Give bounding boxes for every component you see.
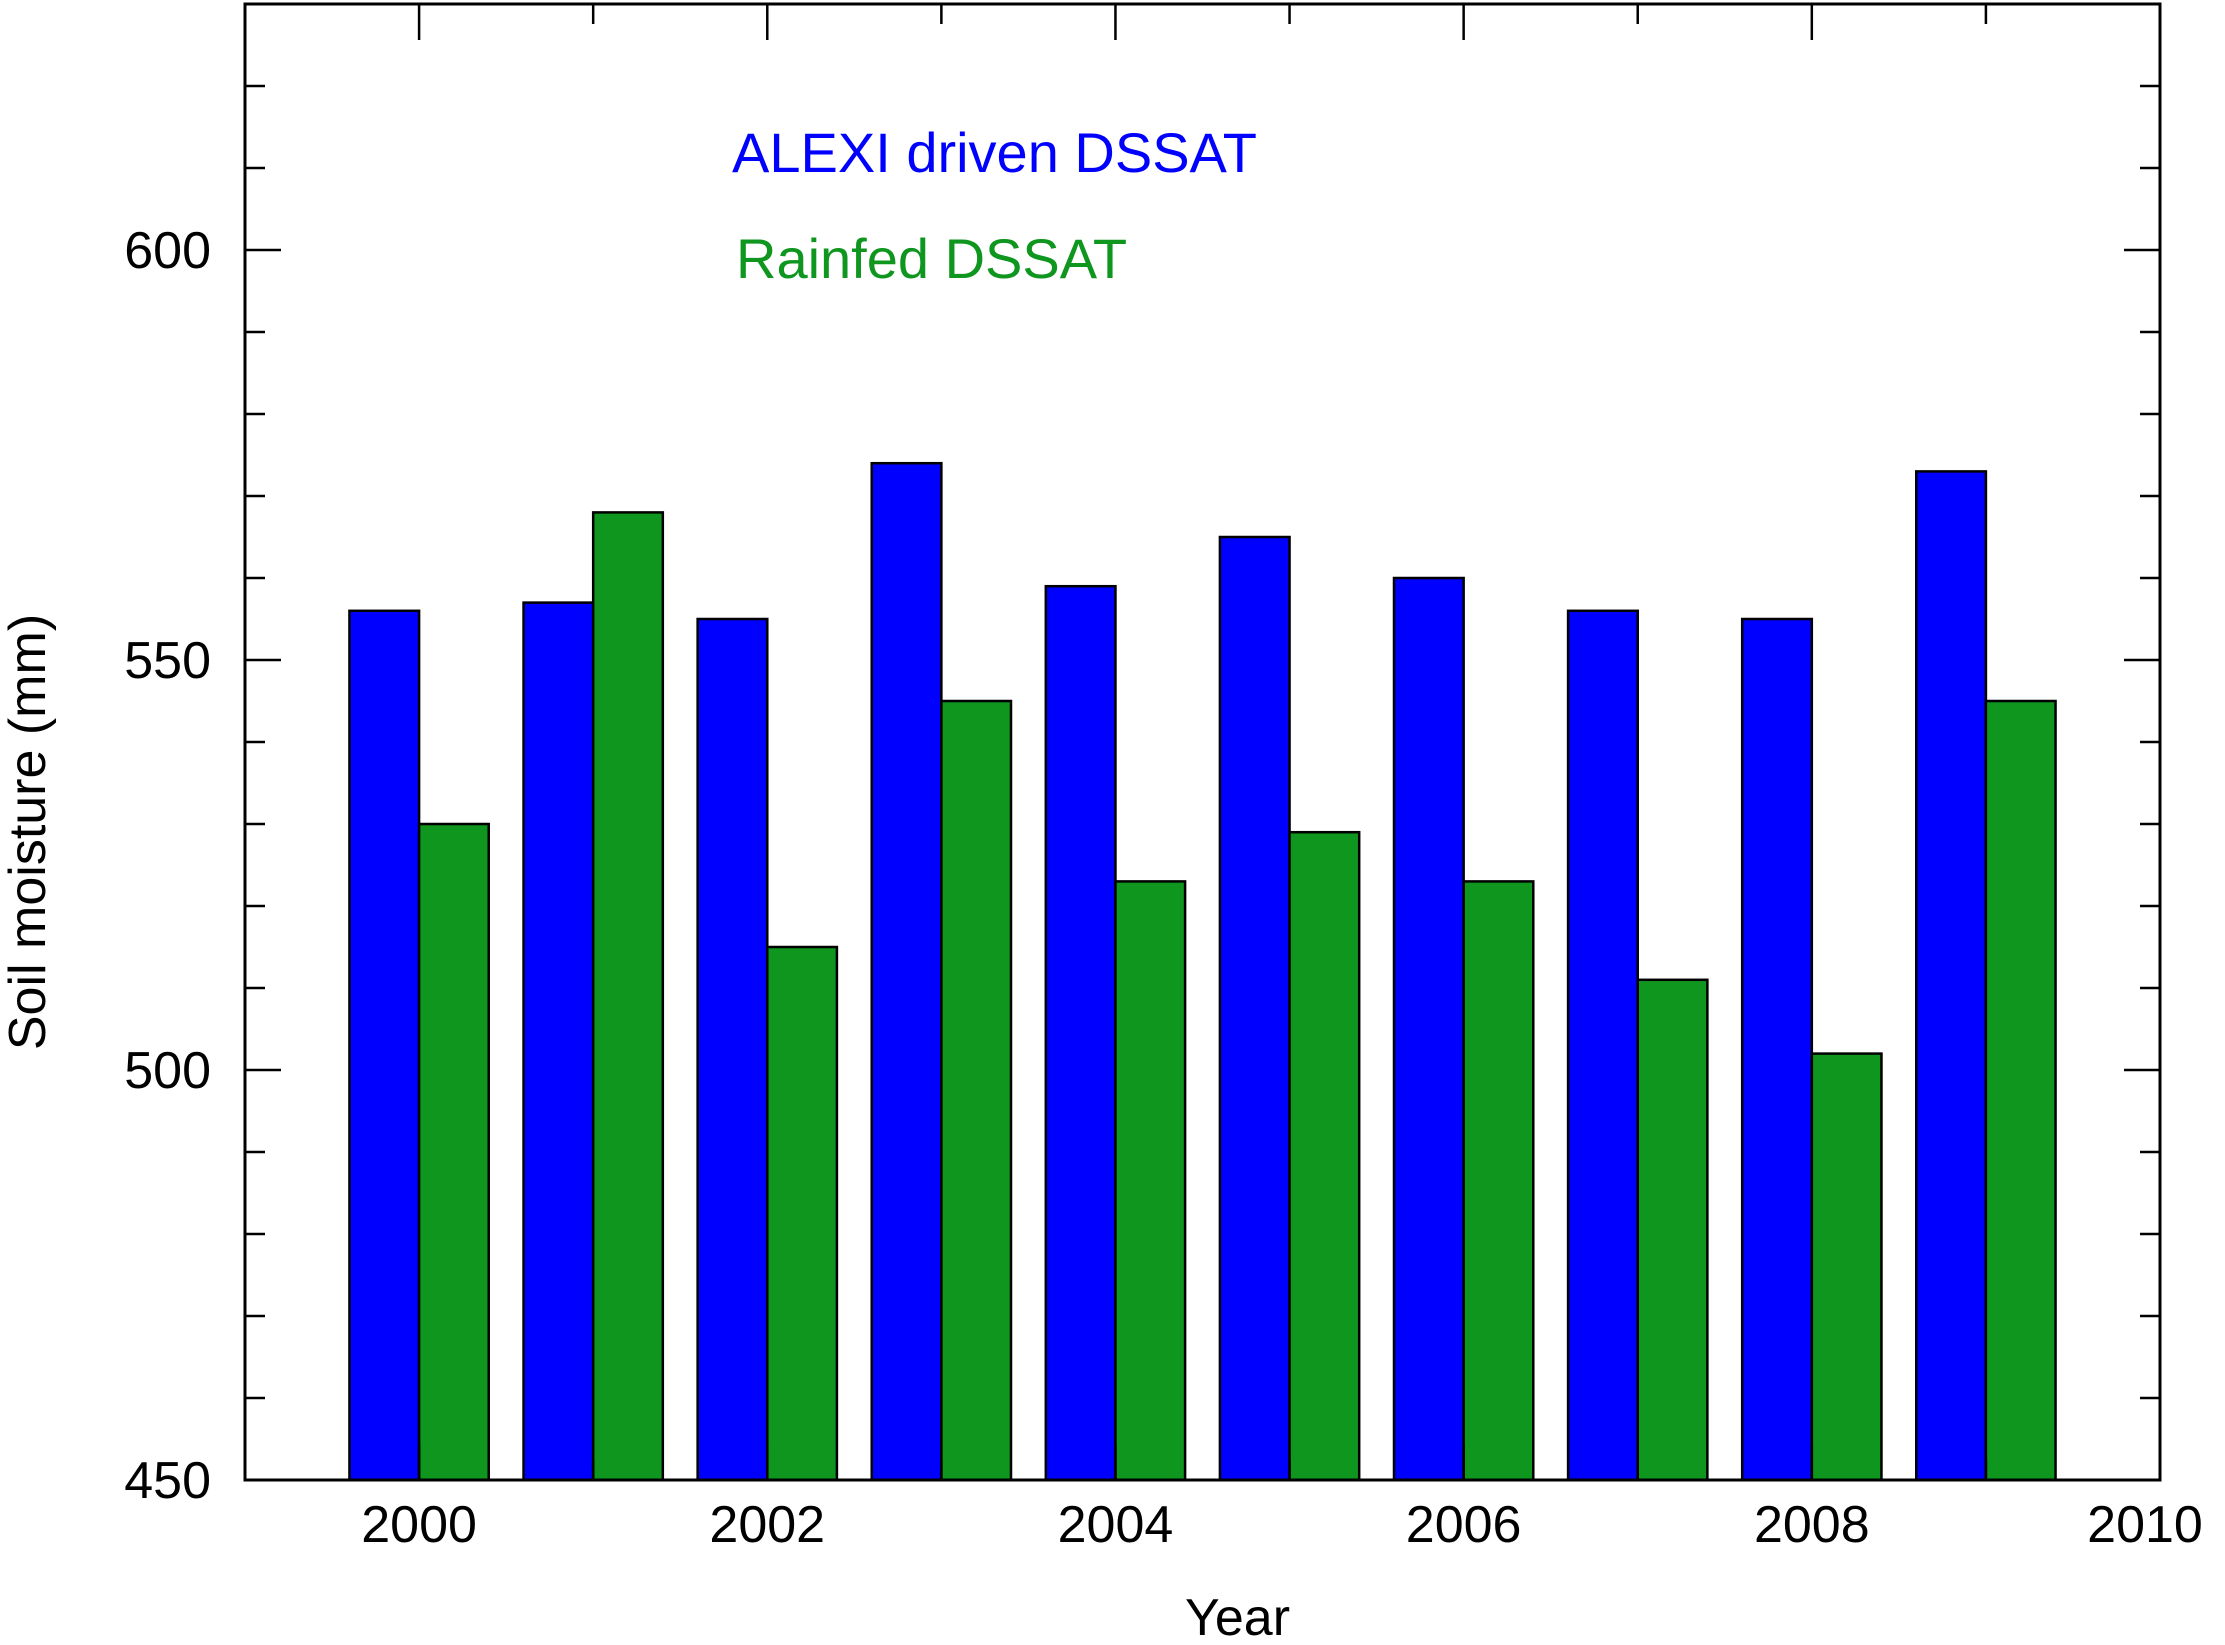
legend-entry-rainfed: Rainfed DSSAT [736, 227, 1127, 290]
bar-alexi-2002 [696, 617, 769, 1482]
plot-frame [243, 2, 2162, 1482]
y-tick-label-500: 500 [124, 1042, 211, 1100]
x-tick-label-2010: 2010 [2087, 1496, 2203, 1554]
x-tick-label-2006: 2006 [1406, 1496, 1522, 1554]
y-tick-label-450: 450 [124, 1452, 211, 1510]
legend-entry-alexi: ALEXI driven DSSAT [732, 121, 1257, 184]
bar-alexi-2001 [522, 601, 595, 1482]
y-axis-title: Soil moisture (mm) [0, 614, 57, 1050]
x-axis-title: Year [1185, 1589, 1290, 1645]
bar-alexi-2009 [1915, 470, 1988, 1482]
bar-alexi-2003 [870, 461, 943, 1482]
bar-rainfed-2008 [1810, 1052, 1883, 1482]
bar-rainfed-2002 [766, 945, 839, 1482]
legend: ALEXI driven DSSAT Rainfed DSSAT [732, 121, 1257, 290]
y-tick-label-600: 600 [124, 222, 211, 280]
bar-rainfed-2005 [1288, 830, 1361, 1482]
bar-rainfed-2009 [1984, 699, 2057, 1482]
bar-rainfed-2004 [1114, 880, 1187, 1482]
bar-alexi-2007 [1566, 609, 1639, 1482]
bar-alexi-2004 [1044, 584, 1117, 1482]
bar-rainfed-2003 [940, 699, 1013, 1482]
bar-alexi-2006 [1392, 576, 1465, 1482]
bars-layer [348, 461, 2057, 1482]
x-tick-label-2004: 2004 [1058, 1496, 1174, 1554]
bar-rainfed-2000 [417, 822, 490, 1482]
bar-alexi-2008 [1740, 617, 1814, 1482]
bar-rainfed-2007 [1636, 978, 1709, 1482]
bar-alexi-2000 [348, 609, 421, 1482]
tick-labels-layer: 2000 2002 2004 2006 2008 2010 450 500 550 600 [124, 222, 2203, 1554]
bar-rainfed-2006 [1462, 880, 1535, 1482]
y-tick-label-550: 550 [124, 632, 211, 690]
x-tick-label-2008: 2008 [1754, 1496, 1870, 1554]
bar-alexi-2005 [1218, 535, 1291, 1482]
x-tick-label-2000: 2000 [361, 1496, 477, 1554]
x-tick-label-2002: 2002 [709, 1496, 825, 1554]
bar-rainfed-2001 [591, 511, 665, 1482]
